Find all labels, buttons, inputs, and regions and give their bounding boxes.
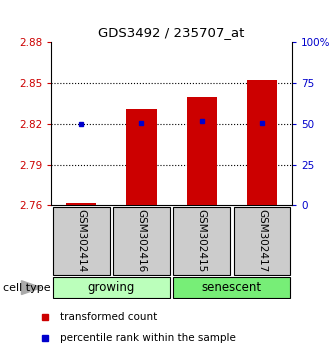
Polygon shape bbox=[21, 281, 41, 295]
Text: growing: growing bbox=[88, 281, 135, 294]
Bar bbox=[113, 207, 170, 275]
Text: GSM302414: GSM302414 bbox=[76, 209, 86, 272]
Bar bbox=[173, 277, 290, 298]
Bar bbox=[66, 202, 96, 205]
Text: senescent: senescent bbox=[202, 281, 262, 294]
Title: GDS3492 / 235707_at: GDS3492 / 235707_at bbox=[98, 25, 245, 39]
Bar bbox=[234, 207, 290, 275]
Text: GSM302415: GSM302415 bbox=[197, 209, 207, 272]
Text: transformed count: transformed count bbox=[60, 312, 158, 322]
Bar bbox=[187, 97, 217, 205]
Bar bbox=[126, 109, 156, 205]
Bar bbox=[173, 207, 230, 275]
Text: GSM302416: GSM302416 bbox=[137, 209, 147, 272]
Bar bbox=[53, 207, 110, 275]
Text: GSM302417: GSM302417 bbox=[257, 209, 267, 272]
Text: percentile rank within the sample: percentile rank within the sample bbox=[60, 333, 236, 343]
Bar bbox=[53, 277, 170, 298]
Text: cell type: cell type bbox=[3, 282, 51, 293]
Bar bbox=[247, 80, 277, 205]
